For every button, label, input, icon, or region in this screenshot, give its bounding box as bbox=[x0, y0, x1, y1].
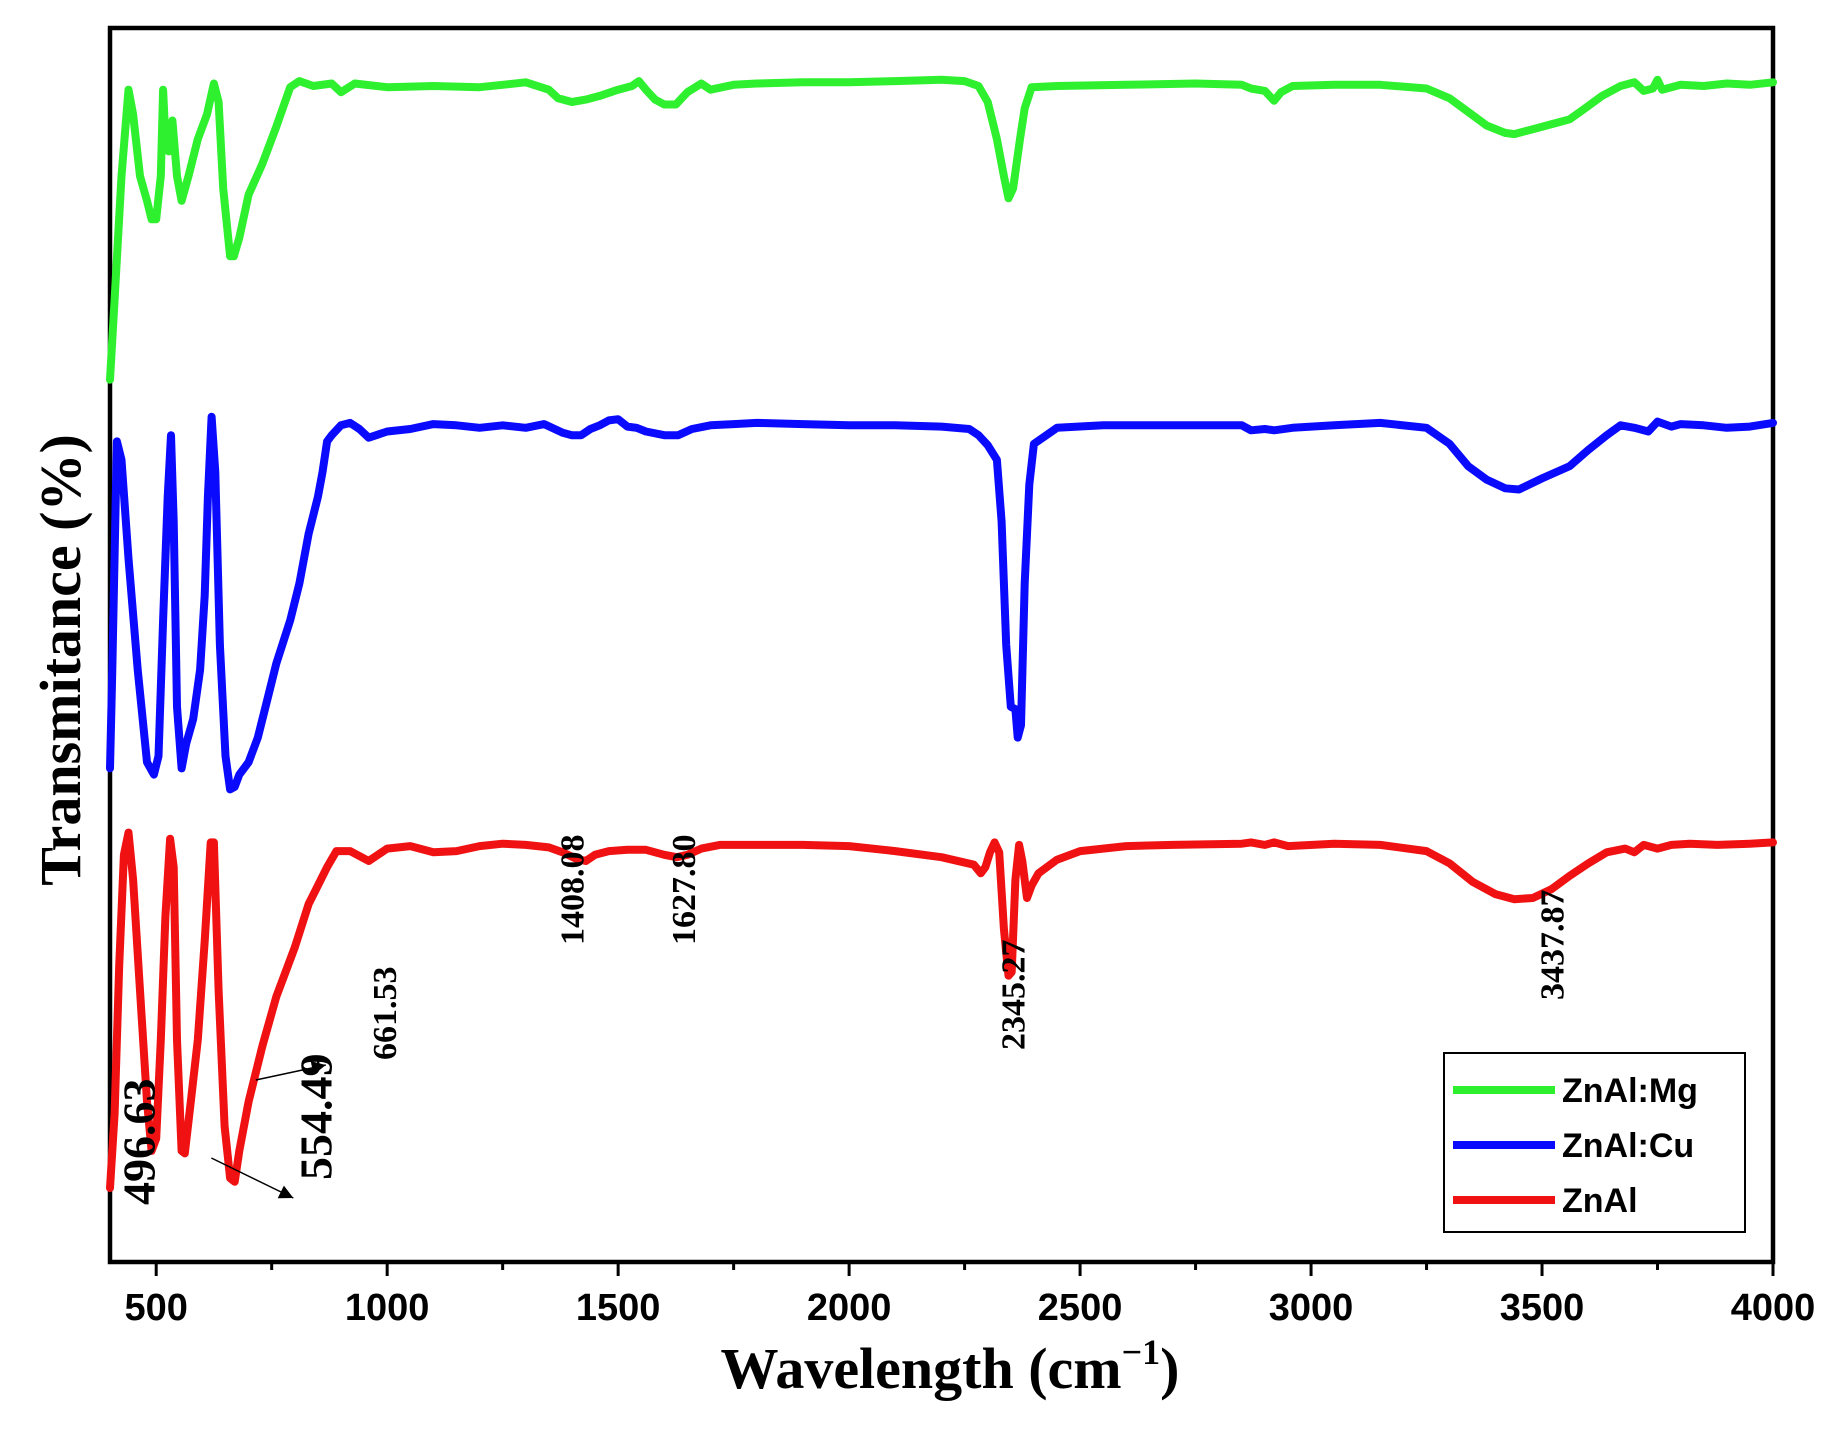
legend-label-znal: ZnAl bbox=[1562, 1182, 1638, 1220]
legend: ZnAl:Mg ZnAl:Cu ZnAl bbox=[1443, 1052, 1746, 1233]
x-tick-label-4000: 4000 bbox=[1731, 1287, 1816, 1329]
series-line-znal-mg bbox=[106, 75, 1777, 384]
peak-label-554-49: 554.49 bbox=[290, 1054, 341, 1181]
x-tick-label-2000: 2000 bbox=[807, 1287, 892, 1329]
peak-annotations: 496.63 554.49 661.53 1408.08 1627.80 2345.27 3… bbox=[114, 835, 1572, 1206]
series-group bbox=[106, 75, 1777, 1192]
y-axis-title: Transmitance (%) bbox=[28, 434, 93, 886]
x-axis-title-main: Wavelength (cm bbox=[721, 1336, 1122, 1401]
x-axis-title-superscript: −1 bbox=[1122, 1332, 1161, 1372]
peak-label-3437-87: 3437.87 bbox=[1534, 890, 1571, 1001]
x-tick-label-1000: 1000 bbox=[345, 1287, 430, 1329]
peak-label-1627-80: 1627.80 bbox=[666, 835, 703, 946]
x-axis-title: Wavelength (cm−1) bbox=[721, 1332, 1180, 1401]
x-ticks: 500 1000 1500 2000 2500 3000 3500 4000 bbox=[124, 1262, 1815, 1329]
series-line-znal bbox=[106, 828, 1777, 1192]
peak-label-2345-27: 2345.27 bbox=[996, 940, 1033, 1051]
arrow-554-49-line bbox=[211, 1157, 294, 1199]
peak-label-661-53: 661.53 bbox=[367, 967, 404, 1061]
arrow-554-49-head bbox=[277, 1185, 294, 1199]
x-tick-label-3000: 3000 bbox=[1269, 1287, 1354, 1329]
peak-label-496-63: 496.63 bbox=[114, 1079, 165, 1206]
arrow-661-53-head bbox=[310, 1061, 326, 1075]
x-tick-label-3500: 3500 bbox=[1500, 1287, 1585, 1329]
x-axis-title-close: ) bbox=[1160, 1336, 1179, 1401]
series-line-znal-cu bbox=[106, 412, 1777, 794]
legend-label-znal-cu: ZnAl:Cu bbox=[1562, 1127, 1694, 1165]
x-tick-label-2500: 2500 bbox=[1038, 1287, 1123, 1329]
peak-label-1408-08: 1408.08 bbox=[555, 835, 592, 946]
x-tick-label-1500: 1500 bbox=[576, 1287, 661, 1329]
x-tick-label-500: 500 bbox=[124, 1287, 187, 1329]
legend-label-znal-mg: ZnAl:Mg bbox=[1562, 1072, 1698, 1110]
